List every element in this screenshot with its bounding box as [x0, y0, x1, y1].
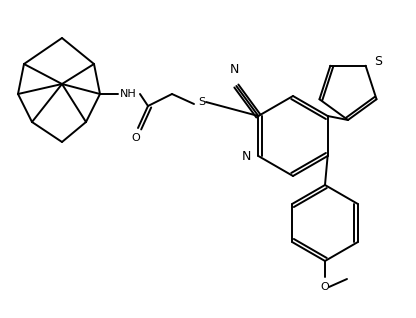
Text: N: N: [230, 63, 239, 76]
Text: O: O: [131, 133, 140, 143]
Text: S: S: [198, 97, 205, 107]
Text: S: S: [374, 55, 381, 68]
Text: NH: NH: [120, 89, 137, 99]
Text: N: N: [242, 149, 251, 162]
Text: O: O: [321, 282, 329, 292]
